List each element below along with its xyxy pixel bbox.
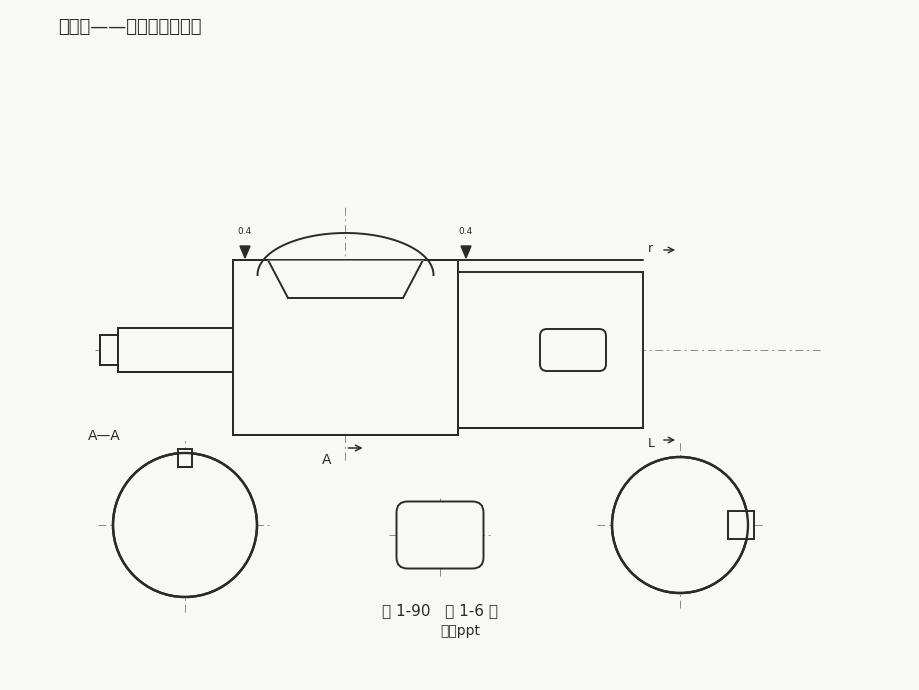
Bar (100, 335, 118, 365)
Text: 第一章——分析结构工艺性: 第一章——分析结构工艺性 (58, 18, 201, 36)
Text: r: r (647, 242, 652, 255)
Bar (233, 260, 458, 435)
Bar (727, 511, 754, 539)
Bar (458, 272, 642, 428)
Text: 0.4: 0.4 (459, 227, 472, 236)
Text: 精选ppt: 精选ppt (439, 624, 480, 638)
Text: 0.4: 0.4 (238, 227, 252, 236)
Bar (177, 449, 192, 467)
FancyBboxPatch shape (539, 329, 606, 371)
FancyBboxPatch shape (396, 502, 483, 569)
Text: L: L (647, 437, 654, 450)
Text: A: A (322, 453, 331, 467)
Circle shape (113, 453, 256, 597)
Polygon shape (240, 246, 250, 258)
Bar (118, 328, 233, 372)
Polygon shape (460, 246, 471, 258)
Text: A—A: A—A (88, 429, 120, 443)
Circle shape (611, 457, 747, 593)
Text: 图 1-90   题 1-6 图: 图 1-90 题 1-6 图 (381, 603, 497, 618)
